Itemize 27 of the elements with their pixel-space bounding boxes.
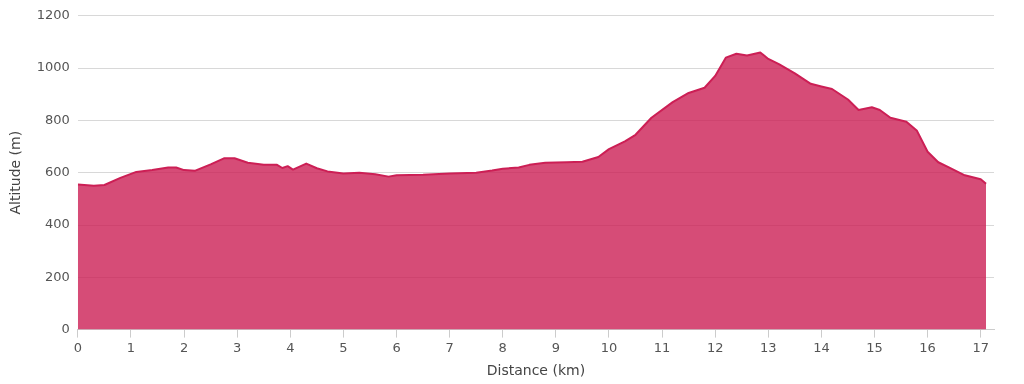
- y-tick-label: 1200: [36, 7, 70, 23]
- x-tick-label: 2: [179, 339, 189, 355]
- x-tick-label: 12: [706, 339, 724, 355]
- y-tick-label: 1000: [36, 59, 70, 75]
- x-tick-label: 9: [551, 339, 560, 355]
- y-tick-label: 400: [45, 216, 70, 232]
- x-tick-label: 7: [445, 339, 454, 355]
- y-tick-label: 200: [45, 268, 70, 284]
- x-tick-label: 16: [919, 339, 936, 355]
- x-tick-label: 10: [600, 339, 618, 355]
- x-tick-label: 3: [233, 339, 242, 355]
- y-axis-title: Altitude (m): [7, 130, 24, 215]
- x-tick-label: 4: [286, 339, 295, 355]
- y-tick-label: 800: [45, 111, 70, 127]
- y-tick-label: 0: [61, 320, 70, 336]
- x-tick-label: 14: [813, 339, 830, 355]
- x-tick-label: 15: [866, 339, 883, 355]
- x-axis-title: Distance (km): [486, 362, 586, 379]
- x-tick-label: 11: [653, 339, 671, 355]
- x-tick-label: 1: [126, 339, 136, 355]
- x-tick-label: 17: [972, 339, 989, 355]
- x-tick-label: 5: [339, 339, 348, 355]
- x-tick-label: 6: [392, 339, 401, 355]
- x-tick-label: 13: [760, 339, 777, 355]
- y-tick-label: 600: [45, 164, 70, 180]
- x-tick-label: 8: [498, 339, 507, 355]
- x-tick-label: 0: [73, 339, 83, 355]
